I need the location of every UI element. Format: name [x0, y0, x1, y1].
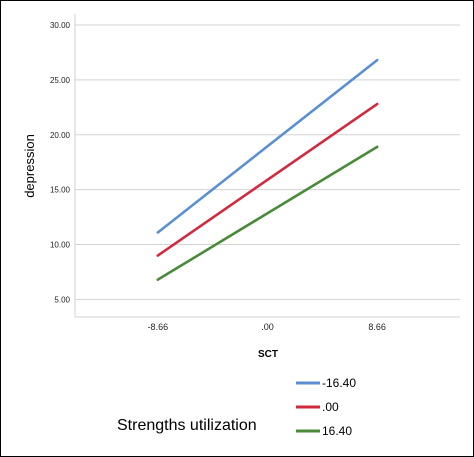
- x-tick-label: 8.66: [368, 322, 386, 332]
- y-axis-label: depression: [22, 134, 37, 198]
- y-tick-label: 25.00: [50, 76, 71, 85]
- y-tick-label: 20.00: [50, 131, 71, 140]
- y-tick-label: 15.00: [50, 186, 71, 195]
- series-line: [156, 102, 379, 257]
- y-tick-label: 10.00: [50, 241, 71, 250]
- x-tick-label: -8.66: [148, 322, 169, 332]
- x-tick-label: .00: [261, 322, 274, 332]
- series-lines: [156, 58, 379, 281]
- x-tick-labels: -8.66 .00 8.66: [148, 322, 386, 332]
- series-line: [156, 58, 379, 234]
- legend-label: -16.40: [322, 376, 356, 390]
- legend-label: 16.40: [322, 424, 352, 438]
- legend-title: Strengths utilization: [117, 417, 257, 434]
- legend-items: -16.40 .00 16.40: [296, 376, 356, 438]
- plot-area: [75, 14, 460, 317]
- series-line: [156, 145, 379, 281]
- y-tick-label: 5.00: [54, 295, 70, 304]
- legend-label: .00: [322, 400, 339, 414]
- legend: Strengths utilization -16.40 .00 16.40: [117, 376, 356, 438]
- y-tick-label: 30.00: [50, 21, 71, 30]
- y-tick-labels: 5.00 10.00 15.00 20.00 25.00 30.00: [50, 21, 71, 304]
- x-axis-label: SCT: [258, 349, 278, 360]
- gridlines: [75, 24, 460, 300]
